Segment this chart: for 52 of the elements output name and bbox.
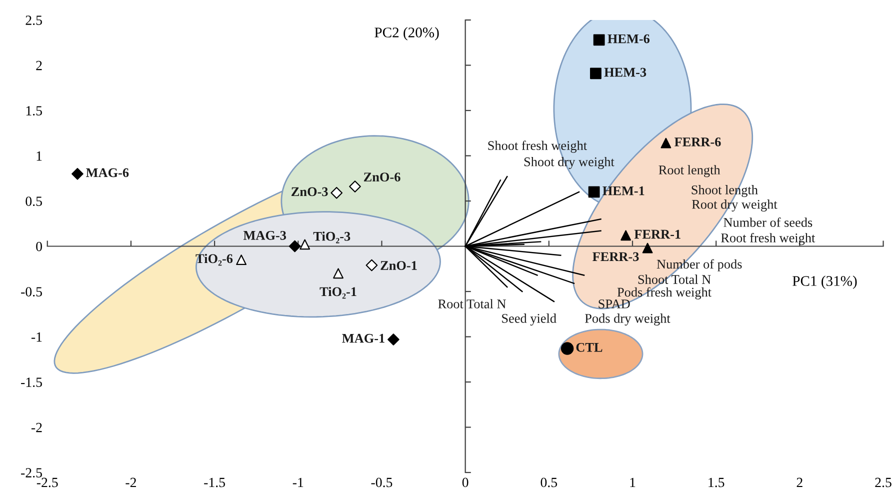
y-tick-label: 1.5 bbox=[26, 106, 42, 116]
annotation: MAG-1 bbox=[342, 334, 384, 343]
x-tick-label: -1.5 bbox=[204, 478, 226, 488]
annotation: MAG-6 bbox=[86, 168, 129, 178]
annotation: TiO₂-6 bbox=[196, 254, 233, 266]
annotation: Shoot Total N bbox=[638, 274, 711, 284]
annotation: ZnO-6 bbox=[364, 172, 400, 182]
annotation: Root Total N bbox=[438, 299, 506, 308]
annotation: FERR-3 bbox=[592, 252, 639, 262]
y-tick-label: -2.5 bbox=[21, 468, 42, 478]
annotation: Number of seeds bbox=[724, 218, 812, 227]
annotation: MAG-3 bbox=[243, 230, 286, 240]
annotation: Root length bbox=[658, 165, 720, 178]
x-tick-label: 0.5 bbox=[540, 478, 558, 488]
annotation: Shoot dry weight bbox=[524, 156, 614, 169]
y-tick-label: 0.5 bbox=[26, 196, 42, 206]
annotation: Pods fresh weight bbox=[617, 287, 712, 300]
x-tick-label: 2.5 bbox=[875, 478, 892, 488]
y-tick-label: -2 bbox=[31, 422, 42, 432]
x-tick-label: -1 bbox=[292, 478, 304, 487]
annotation: Root dry weight bbox=[692, 200, 778, 212]
y-tick-label: -0.5 bbox=[21, 287, 42, 297]
annotation: Shoot fresh weight bbox=[488, 140, 587, 153]
x-tick-label: 1 bbox=[630, 478, 636, 487]
y-axis-title: PC2 (20%) bbox=[374, 27, 439, 40]
annotation: Root fresh weight bbox=[721, 232, 816, 246]
annotation: Pods dry weight bbox=[584, 314, 670, 326]
y-tick-label: 2.5 bbox=[26, 16, 42, 26]
y-tick-label: 1 bbox=[36, 151, 42, 161]
annotation: Seed yield bbox=[502, 314, 556, 326]
x-tick-label: -0.5 bbox=[371, 478, 392, 488]
x-tick-label: 2 bbox=[796, 478, 802, 487]
annotation: FERR-6 bbox=[674, 138, 721, 146]
y-tick-label: -1 bbox=[31, 332, 42, 342]
y-tick-label: 0 bbox=[36, 242, 42, 252]
annotation: TiO₂-3 bbox=[313, 232, 350, 244]
annotation: Number of pods bbox=[656, 259, 742, 272]
annotation: ZnO-3 bbox=[292, 187, 328, 196]
x-tick-label: 0 bbox=[462, 478, 468, 488]
y-tick-label: -1.5 bbox=[21, 378, 42, 388]
x-axis-title: PC1 (31%) bbox=[792, 276, 857, 289]
annotation: HEM-1 bbox=[602, 186, 644, 196]
x-tick-label: -2 bbox=[126, 478, 136, 487]
annotation: FERR-1 bbox=[634, 230, 680, 239]
y-tick-label: 2 bbox=[36, 60, 42, 70]
annotation: ZnO-1 bbox=[380, 261, 417, 270]
annotation: TiO₂-1 bbox=[320, 286, 356, 299]
annotation: HEM-6 bbox=[608, 34, 650, 44]
annotation: CTL bbox=[576, 342, 602, 352]
annotation: SPAD bbox=[598, 300, 630, 308]
annotation: HEM-3 bbox=[604, 68, 646, 77]
x-tick-label: 1.5 bbox=[708, 478, 724, 488]
